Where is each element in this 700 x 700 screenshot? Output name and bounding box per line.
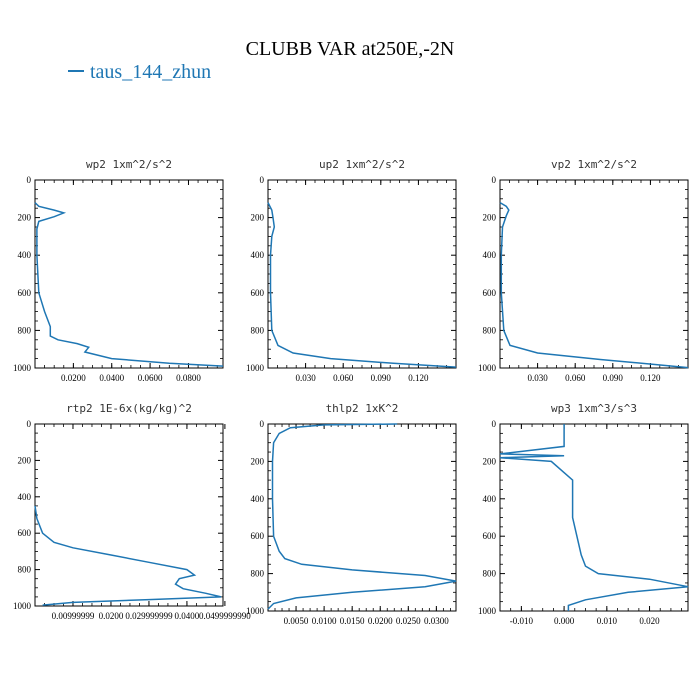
x-tick-label: 0.060 xyxy=(333,373,354,383)
figure-title: CLUBB VAR at250E,-2N xyxy=(246,38,455,60)
panel-title: wp3 1xm^3/s^3 xyxy=(551,402,637,415)
panel-2: up2 1xm^2/s^2 0 200 400 600 800 1000 0.030 0.060… xyxy=(246,158,457,383)
panel-1: wp2 1xm^2/s^2 0 200 400 600 800 1000 0.0200 0.04… xyxy=(13,158,224,383)
y-tick-label: 200 xyxy=(483,213,497,223)
panel-title: up2 1xm^2/s^2 xyxy=(319,158,405,171)
y-tick-label: 800 xyxy=(251,569,265,579)
x-tick-label: 0.030 xyxy=(527,373,548,383)
y-tick-label: 0 xyxy=(27,419,32,429)
x-tick-label: 0.0200 xyxy=(368,616,393,626)
series-line xyxy=(499,424,689,611)
series-line xyxy=(34,202,224,367)
plot-frame xyxy=(267,179,457,369)
x-tick-label: 0.0150 xyxy=(340,616,365,626)
x-tick-label: 0.0400 xyxy=(175,611,200,621)
y-tick-label: 600 xyxy=(483,531,497,541)
x-tick-label: 0.010 xyxy=(597,616,618,626)
y-tick-label: 1000 xyxy=(246,606,265,616)
x-tick-label: 0.0600 xyxy=(138,373,163,383)
series-line xyxy=(34,505,222,606)
y-tick-label: 200 xyxy=(251,456,265,466)
x-tick-label: 0.000 xyxy=(554,616,575,626)
x-tick-label: 0.030 xyxy=(295,373,316,383)
series-line xyxy=(267,423,457,610)
panel-5: thlp2 1xK^2 0 200 400 600 800 1000 0.0050 0.0100… xyxy=(246,402,457,626)
x-tick-label: 0.020 xyxy=(639,616,660,626)
series-line xyxy=(267,202,457,368)
y-tick-label: 600 xyxy=(251,531,265,541)
x-tick-label: 0.060 xyxy=(565,373,586,383)
y-tick-label: 0 xyxy=(492,175,497,185)
panel-3: vp2 1xm^2/s^2 0 200 400 600 800 1000 0.030 0.060… xyxy=(478,158,689,383)
x-tick-label: 0.090 xyxy=(603,373,624,383)
y-tick-label: 800 xyxy=(483,569,497,579)
y-tick-label: 200 xyxy=(18,455,32,465)
x-tick-label: 0.0200 xyxy=(61,373,86,383)
legend-label: taus_144_zhun xyxy=(90,61,211,83)
y-tick-label: 0 xyxy=(260,419,265,429)
y-tick-label: 400 xyxy=(483,494,497,504)
panel-title: wp2 1xm^2/s^2 xyxy=(86,158,172,171)
y-tick-label: 800 xyxy=(18,565,32,575)
panel-6: wp3 1xm^3/s^3 0 200 400 600 800 1000 -0.010 0.00… xyxy=(478,402,689,626)
plot-frame xyxy=(34,423,224,607)
y-tick-label: 400 xyxy=(18,250,32,260)
plot-frame xyxy=(267,423,457,612)
y-tick-label: 1000 xyxy=(246,363,265,373)
y-tick-label: 400 xyxy=(251,250,265,260)
panel-4: rtp2 1E-6x(kg/kg)^2 0 200 400 600 800 1000 0.00… xyxy=(13,402,251,621)
plot-frame xyxy=(499,423,689,612)
y-tick-label: 1000 xyxy=(13,601,32,611)
panel-title: rtp2 1E-6x(kg/kg)^2 xyxy=(66,402,192,415)
y-tick-label: 400 xyxy=(251,494,265,504)
x-tick-label: 0.090 xyxy=(371,373,392,383)
x-tick-label: 0.0499999990 xyxy=(199,611,251,621)
x-tick-label: -0.010 xyxy=(510,616,534,626)
y-tick-label: 0 xyxy=(260,175,265,185)
y-tick-label: 1000 xyxy=(13,363,32,373)
y-tick-label: 800 xyxy=(251,325,265,335)
x-tick-label: 0.0300 xyxy=(424,616,449,626)
x-tick-label: 0.0250 xyxy=(396,616,421,626)
x-tick-label: 0.0800 xyxy=(176,373,201,383)
y-tick-label: 600 xyxy=(483,288,497,298)
y-tick-label: 600 xyxy=(18,288,32,298)
y-tick-label: 400 xyxy=(18,492,32,502)
x-tick-label: 0.0100 xyxy=(312,616,337,626)
panel-title: thlp2 1xK^2 xyxy=(326,402,399,415)
y-tick-label: 0 xyxy=(492,419,497,429)
y-tick-label: 800 xyxy=(483,325,497,335)
y-tick-label: 200 xyxy=(483,456,497,466)
y-tick-label: 600 xyxy=(251,288,265,298)
x-tick-label: 0.120 xyxy=(640,373,661,383)
y-tick-label: 200 xyxy=(18,213,32,223)
x-tick-label: 0.0400 xyxy=(99,373,124,383)
series-line xyxy=(499,201,689,369)
y-tick-label: 1000 xyxy=(478,606,497,616)
plot-frame xyxy=(34,179,224,369)
panel-title: vp2 1xm^2/s^2 xyxy=(551,158,637,171)
x-tick-label: 0.120 xyxy=(408,373,429,383)
y-tick-label: 600 xyxy=(18,528,32,538)
x-tick-label: 0.00999999 xyxy=(52,611,95,621)
y-tick-label: 0 xyxy=(27,175,32,185)
y-tick-label: 800 xyxy=(18,325,32,335)
legend: taus_144_zhun xyxy=(68,61,211,83)
y-tick-label: 200 xyxy=(251,213,265,223)
x-tick-label: 0.0200 xyxy=(99,611,124,621)
y-tick-label: 1000 xyxy=(478,363,497,373)
plot-frame xyxy=(499,179,689,369)
x-tick-label: 0.029999999 xyxy=(125,611,173,621)
y-tick-label: 400 xyxy=(483,250,497,260)
x-tick-label: 0.0050 xyxy=(284,616,309,626)
